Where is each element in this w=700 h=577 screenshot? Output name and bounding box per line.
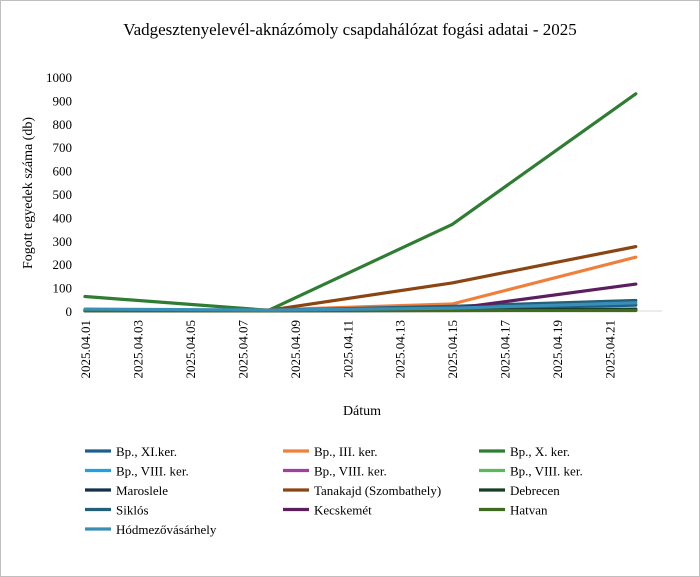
legend-label: Bp., X. ker. <box>510 444 570 459</box>
chart-title: Vadgesztenyelevél-aknázómoly csapdahálóz… <box>123 20 577 39</box>
x-tick-label: 2025.04.19 <box>550 320 565 379</box>
axes: 0 100 200 300 400 500 600 700 800 900 1000 2025.04.… <box>46 70 662 379</box>
x-tick-label: 2025.04.05 <box>183 320 198 379</box>
x-tick-label: 2025.04.01 <box>78 320 93 379</box>
legend-label: Tanakajd (Szombathely) <box>314 483 441 498</box>
legend-label: Debrecen <box>510 483 560 498</box>
x-tick-label: 2025.04.11 <box>340 320 355 378</box>
legend-label: Siklós <box>116 503 149 518</box>
legend-label: Hódmezővásárhely <box>116 522 217 537</box>
x-tick-label: 2025.04.09 <box>288 320 303 379</box>
y-tick-label: 300 <box>53 234 73 249</box>
x-tick-label: 2025.04.15 <box>445 320 460 379</box>
x-axis-label: Dátum <box>343 404 381 419</box>
x-tick-label: 2025.04.13 <box>393 320 408 379</box>
legend-label: Bp., XI.ker. <box>116 444 177 459</box>
y-tick-label: 500 <box>53 187 73 202</box>
x-tick-label: 2025.04.17 <box>498 320 513 379</box>
x-tick-label: 2025.04.03 <box>130 320 145 379</box>
x-tick-label: 2025.04.21 <box>603 320 618 379</box>
y-tick-label: 900 <box>53 93 73 108</box>
series-layer <box>83 92 638 313</box>
y-tick-label: 800 <box>53 117 73 132</box>
series-line-2 <box>83 92 638 312</box>
y-tick-label: 200 <box>53 257 73 272</box>
legend-label: Bp., VIII. ker. <box>116 464 189 479</box>
legend-label: Kecskemét <box>314 503 372 518</box>
y-axis-label: Fogott egyedek száma (db) <box>21 117 36 269</box>
legend-label: Bp., VIII. ker. <box>510 464 583 479</box>
y-tick-label: 100 <box>53 281 73 296</box>
legend-label: Bp., III. ker. <box>314 444 378 459</box>
y-tick-label: 1000 <box>46 70 72 85</box>
y-tick-label: 0 <box>66 304 73 319</box>
legend-label: Maroslele <box>116 483 168 498</box>
x-tick-label: 2025.04.07 <box>235 320 250 379</box>
y-tick-label: 400 <box>53 210 73 225</box>
legend-label: Bp., VIII. ker. <box>314 464 387 479</box>
y-tick-label: 700 <box>53 140 73 155</box>
legend: Bp., XI.ker. Bp., III. ker. Bp., X. ker. B… <box>85 444 583 537</box>
y-tick-label: 600 <box>53 164 73 179</box>
series-line-12 <box>83 301 638 312</box>
legend-label: Hatvan <box>510 503 548 518</box>
